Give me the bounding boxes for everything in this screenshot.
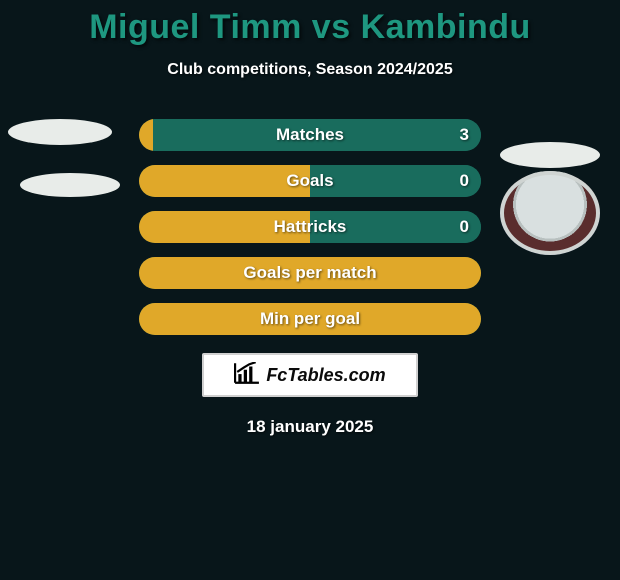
club-crest-icon (500, 171, 600, 255)
stat-row: Matches3 (139, 119, 481, 151)
stat-right-value: 0 (460, 211, 469, 243)
footer-date: 18 january 2025 (247, 417, 374, 437)
stat-row: Goals0 (139, 165, 481, 197)
stat-label: Goals per match (139, 257, 481, 289)
branding-badge: FcTables.com (202, 353, 418, 397)
chart-area: Matches3Goals0Hattricks0Goals per matchM… (0, 119, 620, 335)
stat-label: Min per goal (139, 303, 481, 335)
stat-label: Hattricks (139, 211, 481, 243)
player-left-avatar-placeholder-2 (20, 173, 120, 197)
page-subtitle: Club competitions, Season 2024/2025 (167, 61, 452, 79)
stat-label: Goals (139, 165, 481, 197)
comparison-card: Miguel Timm vs Kambindu Club competition… (0, 0, 620, 437)
stat-row: Min per goal (139, 303, 481, 335)
stat-row: Goals per match (139, 257, 481, 289)
comparison-bars: Matches3Goals0Hattricks0Goals per matchM… (139, 119, 481, 335)
player-left-avatar-placeholder-1 (8, 119, 112, 145)
stat-row: Hattricks0 (139, 211, 481, 243)
avatar-disc (500, 142, 600, 168)
stat-right-value: 3 (460, 119, 469, 151)
bar-chart-icon (234, 362, 260, 389)
player-right-club-crest (500, 171, 600, 255)
branding-text: FcTables.com (266, 365, 385, 386)
stat-label: Matches (139, 119, 481, 151)
page-title: Miguel Timm vs Kambindu (89, 8, 531, 47)
stat-right-value: 0 (460, 165, 469, 197)
